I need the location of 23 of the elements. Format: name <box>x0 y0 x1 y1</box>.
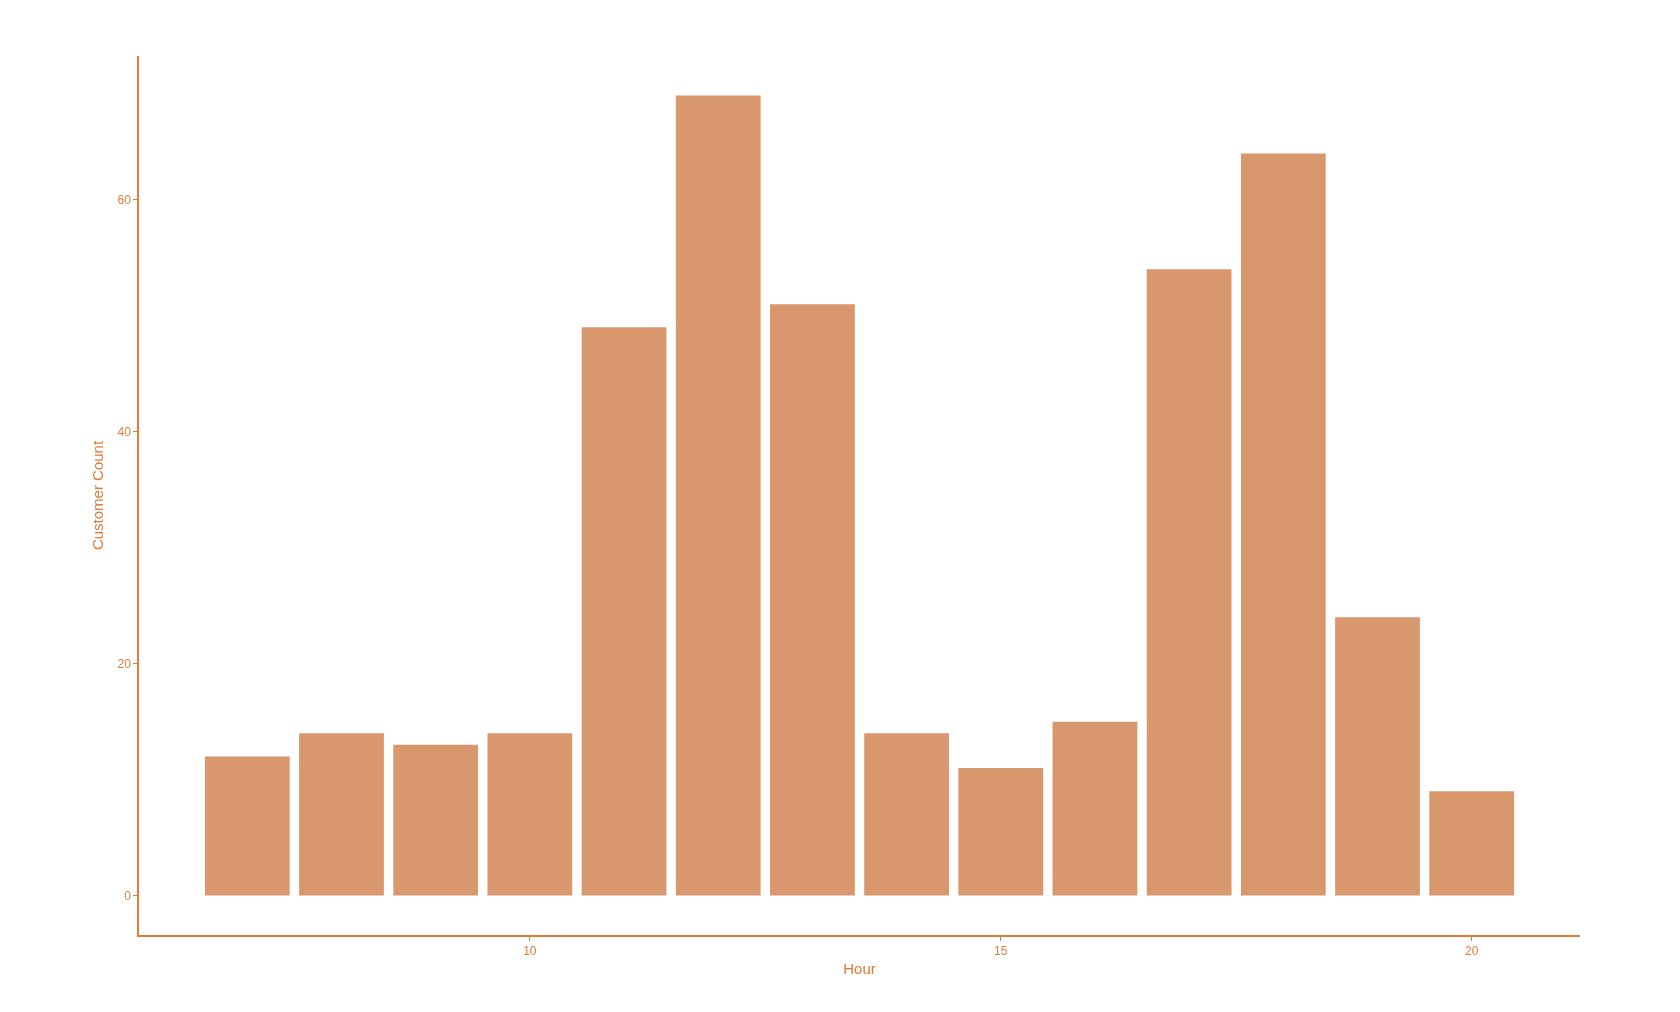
y-tick-label: 40 <box>117 424 132 439</box>
bar <box>487 733 573 896</box>
y-tick-label: 0 <box>124 888 132 903</box>
x-tick-label: 15 <box>994 944 1008 959</box>
bar <box>770 304 855 896</box>
x-tick-label: 20 <box>1465 944 1479 959</box>
bar <box>864 733 949 896</box>
bar <box>675 95 761 896</box>
bar <box>299 733 384 896</box>
bar <box>1240 153 1326 896</box>
bar <box>1146 269 1232 896</box>
y-axis-title: Customer Count <box>89 440 107 551</box>
bar <box>1335 617 1420 896</box>
x-tick-label: 10 <box>523 944 537 959</box>
y-tick-label: 60 <box>117 192 132 207</box>
bar <box>1429 791 1515 896</box>
x-axis-title: Hour <box>843 959 876 977</box>
bar <box>581 327 667 896</box>
bar <box>1052 721 1138 896</box>
y-tick-label: 20 <box>117 656 132 671</box>
bar <box>204 756 290 896</box>
bar <box>958 768 1044 896</box>
bar <box>393 744 479 896</box>
